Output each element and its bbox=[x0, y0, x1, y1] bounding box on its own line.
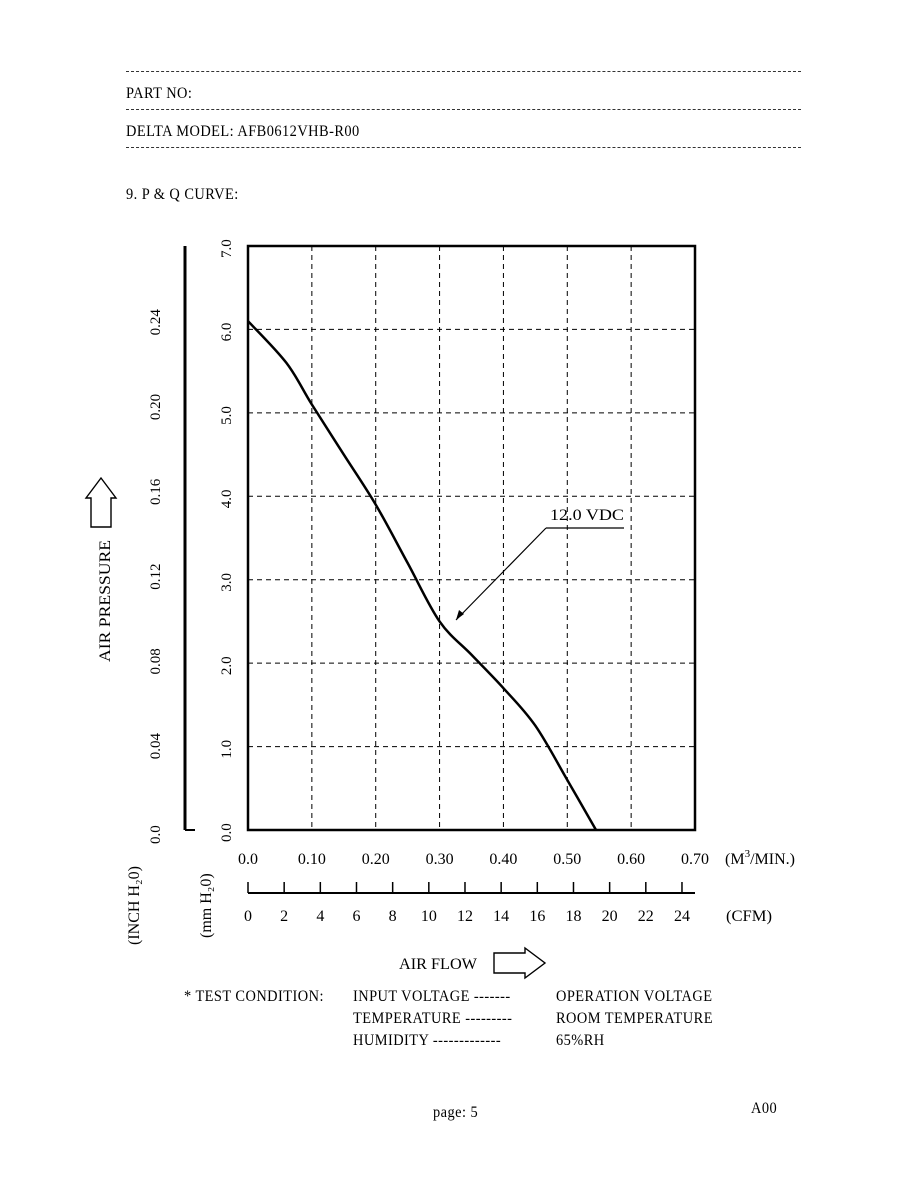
cfm-tick-3: 6 bbox=[352, 908, 360, 925]
cfm-tick-7: 14 bbox=[493, 908, 509, 925]
y-tick-inch-6: 0.24 bbox=[148, 309, 164, 336]
y-tick-inch-0: 0.0 bbox=[148, 825, 164, 844]
annotation-arrowhead bbox=[456, 610, 464, 620]
up-arrow-icon bbox=[84, 476, 118, 528]
y-unit-primary: (mm H₂0) bbox=[198, 873, 215, 938]
cfm-tick-9: 18 bbox=[565, 908, 581, 925]
y-ticks-mm: 0.0 1.0 2.0 3.0 4.0 5.0 6.0 7.0 bbox=[219, 239, 235, 842]
y-tick-mm-0: 0.0 bbox=[219, 823, 235, 842]
y-tick-inch-1: 0.04 bbox=[148, 732, 164, 759]
plot-frame bbox=[246, 244, 697, 832]
cfm-tick-5: 10 bbox=[421, 908, 437, 925]
y-tick-mm-7: 7.0 bbox=[219, 239, 235, 258]
cfm-tick-10: 20 bbox=[602, 908, 618, 925]
annotation-leader bbox=[455, 527, 547, 621]
y-unit-secondary: (INCH H₂0) bbox=[126, 866, 143, 945]
cfm-tick-4: 8 bbox=[389, 908, 397, 925]
y-tick-mm-4: 4.0 bbox=[219, 490, 235, 509]
series-label-12vdc: 12.0 VDC bbox=[550, 507, 624, 524]
test-condition-row-1-label: INPUT VOLTAGE ------- bbox=[353, 988, 511, 1005]
test-condition-row-3-label: HUMIDITY ------------- bbox=[353, 1032, 502, 1049]
x-tick-2: 0.20 bbox=[362, 851, 390, 868]
header-rule-bottom bbox=[126, 147, 801, 148]
x-unit-secondary: (CFM) bbox=[726, 908, 772, 925]
x-ticks-m3: 0.0 0.10 0.20 0.30 0.40 0.50 0.60 0.70 bbox=[238, 851, 709, 868]
y-tick-inch-4: 0.16 bbox=[148, 478, 164, 505]
test-condition-row-2-label: TEMPERATURE --------- bbox=[353, 1010, 513, 1027]
x-unit-primary: (M3/MIN.) bbox=[725, 848, 795, 868]
y-tick-mm-3: 3.0 bbox=[219, 573, 235, 592]
series-line-12vdc bbox=[247, 320, 598, 831]
cfm-tick-11: 22 bbox=[638, 908, 654, 925]
section-title: 9. P & Q CURVE: bbox=[126, 186, 239, 203]
part-no-label: PART NO: bbox=[126, 85, 193, 102]
test-condition-prefix: * TEST CONDITION: bbox=[184, 988, 324, 1005]
x-tick-5: 0.50 bbox=[553, 851, 581, 868]
y-tick-inch-5: 0.20 bbox=[148, 394, 164, 420]
delta-model-label: DELTA MODEL: AFB0612VHB-R00 bbox=[126, 123, 360, 140]
y-axis-title: AIR PRESSURE bbox=[97, 540, 114, 662]
y-tick-inch-3: 0.12 bbox=[148, 563, 164, 589]
test-condition-row-3-value: 65%RH bbox=[556, 1032, 605, 1049]
y-tick-mm-6: 6.0 bbox=[219, 323, 235, 342]
cfm-tick-2: 4 bbox=[316, 908, 324, 925]
header-rule-middle bbox=[126, 109, 801, 110]
test-condition-row-2-value: ROOM TEMPERATURE bbox=[556, 1010, 713, 1027]
x-tick-6: 0.60 bbox=[617, 851, 645, 868]
y-tick-mm-5: 5.0 bbox=[219, 406, 235, 425]
cfm-tick-1: 2 bbox=[280, 908, 288, 925]
y-tick-inch-2: 0.08 bbox=[148, 648, 164, 674]
x-tick-4: 0.40 bbox=[489, 851, 517, 868]
y-ticks-inch: 0.0 0.04 0.08 0.12 0.16 0.20 0.24 bbox=[148, 309, 164, 844]
cfm-tick-12: 24 bbox=[674, 908, 690, 925]
cfm-axis: 0 2 4 6 8 10 12 14 16 18 20 22 24 bbox=[244, 882, 690, 925]
x-tick-1: 0.10 bbox=[298, 851, 326, 868]
header-rule-top bbox=[126, 71, 801, 72]
y-tick-mm-2: 2.0 bbox=[219, 656, 235, 675]
pq-curve-chart: 0.01.02.03.04.05.06.07.0 0.00.040.080.12… bbox=[84, 239, 795, 980]
test-condition-row-1-value: OPERATION VOLTAGE bbox=[556, 988, 713, 1005]
cfm-tick-8: 16 bbox=[529, 908, 545, 925]
y-tick-mm-1: 1.0 bbox=[219, 740, 235, 759]
x-axis-title: AIR FLOW bbox=[399, 956, 478, 973]
revision-code: A00 bbox=[751, 1100, 778, 1117]
x-tick-0: 0.0 bbox=[238, 851, 258, 868]
page-number: page: 5 bbox=[433, 1104, 479, 1121]
x-tick-7: 0.70 bbox=[681, 851, 709, 868]
x-tick-3: 0.30 bbox=[426, 851, 454, 868]
cfm-tick-0: 0 bbox=[244, 908, 252, 925]
chart-grid bbox=[248, 246, 695, 830]
cfm-tick-6: 12 bbox=[457, 908, 473, 925]
right-arrow-icon bbox=[493, 946, 547, 980]
